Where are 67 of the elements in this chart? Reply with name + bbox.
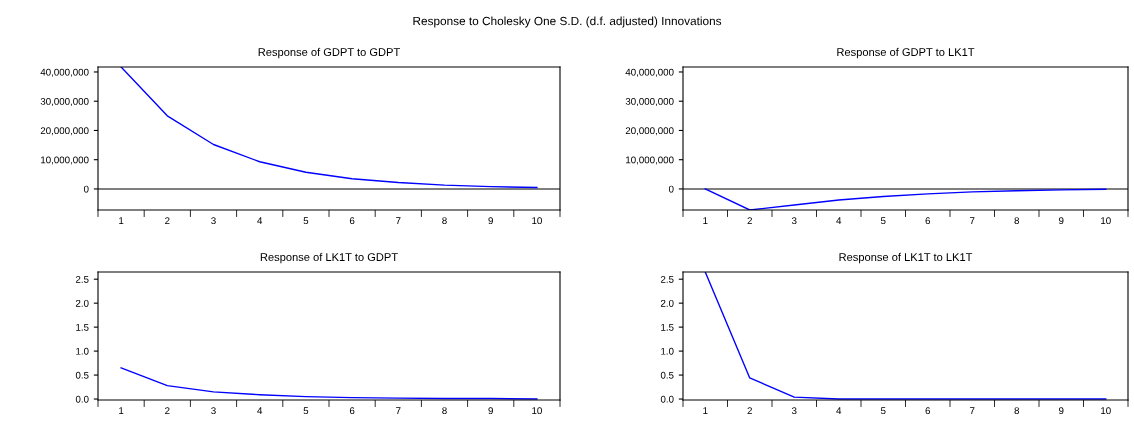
x-tick-label: 4 bbox=[836, 407, 842, 414]
x-tick-label: 9 bbox=[488, 407, 493, 415]
y-tick-label: 0 bbox=[668, 185, 674, 193]
y-tick-label: 2.0 bbox=[75, 299, 89, 307]
y-tick-label: 20,000,000 bbox=[625, 127, 674, 136]
x-tick-label: 1 bbox=[119, 407, 124, 414]
y-tick-label: 0.0 bbox=[660, 395, 674, 403]
x-tick-label: 9 bbox=[1059, 407, 1064, 415]
y-tick-label: 0.5 bbox=[660, 371, 674, 379]
x-tick-label: 6 bbox=[349, 407, 355, 415]
x-tick-label: 8 bbox=[1014, 217, 1020, 225]
x-tick-label: 2 bbox=[165, 407, 170, 414]
chart-title: Response of LK1T to LK1T bbox=[839, 252, 973, 264]
y-tick-label: 1.5 bbox=[76, 323, 89, 331]
x-tick-label: 3 bbox=[211, 407, 216, 415]
x-tick-label: 2 bbox=[165, 217, 170, 224]
y-tick-label: 2.5 bbox=[75, 275, 89, 283]
x-tick-label: 4 bbox=[257, 407, 263, 414]
chart-title: Response of GDPT to LK1T bbox=[837, 47, 975, 59]
x-tick-label: 2 bbox=[747, 217, 752, 224]
x-tick-label: 6 bbox=[349, 217, 355, 225]
x-tick-label: 7 bbox=[970, 217, 975, 224]
y-tick-label: 2.5 bbox=[660, 275, 674, 283]
y-tick-label: 1.0 bbox=[661, 347, 674, 355]
x-tick-label: 8 bbox=[1014, 407, 1020, 415]
x-tick-label: 7 bbox=[970, 407, 975, 414]
y-tick-label: 10,000,000 bbox=[41, 156, 89, 165]
x-tick-label: 1 bbox=[703, 217, 708, 224]
y-tick-label: 1.5 bbox=[661, 323, 674, 331]
y-tick-label: 0.0 bbox=[75, 395, 89, 403]
x-tick-label: 5 bbox=[880, 217, 886, 225]
x-tick-label: 10 bbox=[532, 217, 542, 225]
x-tick-label: 10 bbox=[1101, 407, 1111, 415]
chart-title: Response of LK1T to GDPT bbox=[260, 252, 398, 264]
y-tick-label: 40,000,000 bbox=[625, 68, 674, 77]
x-tick-label: 1 bbox=[119, 217, 124, 224]
y-tick-label: 0.5 bbox=[75, 371, 89, 379]
x-tick-label: 1 bbox=[703, 407, 708, 414]
x-tick-label: 9 bbox=[1059, 217, 1064, 225]
x-tick-label: 7 bbox=[396, 217, 401, 224]
x-tick-label: 5 bbox=[303, 407, 309, 415]
x-tick-label: 3 bbox=[791, 407, 797, 415]
x-tick-label: 3 bbox=[211, 217, 216, 225]
x-tick-label: 10 bbox=[532, 407, 542, 415]
x-tick-label: 9 bbox=[488, 217, 493, 225]
x-tick-label: 7 bbox=[396, 407, 401, 414]
x-tick-label: 8 bbox=[442, 407, 447, 415]
x-tick-label: 6 bbox=[925, 407, 931, 415]
y-tick-label: 10,000,000 bbox=[626, 156, 674, 165]
x-tick-label: 10 bbox=[1101, 217, 1111, 225]
y-tick-label: 30,000,000 bbox=[625, 97, 674, 106]
x-tick-label: 5 bbox=[303, 217, 309, 225]
y-tick-label: 20,000,000 bbox=[40, 127, 89, 136]
x-tick-label: 4 bbox=[836, 217, 842, 224]
y-tick-label: 40,000,000 bbox=[40, 68, 89, 77]
chart-title: Response of GDPT to GDPT bbox=[258, 47, 400, 59]
y-tick-label: 0 bbox=[83, 185, 89, 193]
x-tick-label: 3 bbox=[791, 217, 797, 225]
y-tick-label: 2.0 bbox=[660, 299, 674, 307]
text: Response to Cholesky One S.D. (d.f. adjusted) Innovations bbox=[413, 16, 722, 28]
y-tick-label: 1.0 bbox=[76, 347, 89, 355]
y-tick-label: 30,000,000 bbox=[40, 97, 89, 106]
x-tick-label: 4 bbox=[257, 217, 263, 224]
x-tick-label: 2 bbox=[747, 407, 752, 414]
x-tick-label: 6 bbox=[925, 217, 931, 225]
x-tick-label: 5 bbox=[880, 407, 886, 415]
x-tick-label: 8 bbox=[442, 217, 447, 225]
